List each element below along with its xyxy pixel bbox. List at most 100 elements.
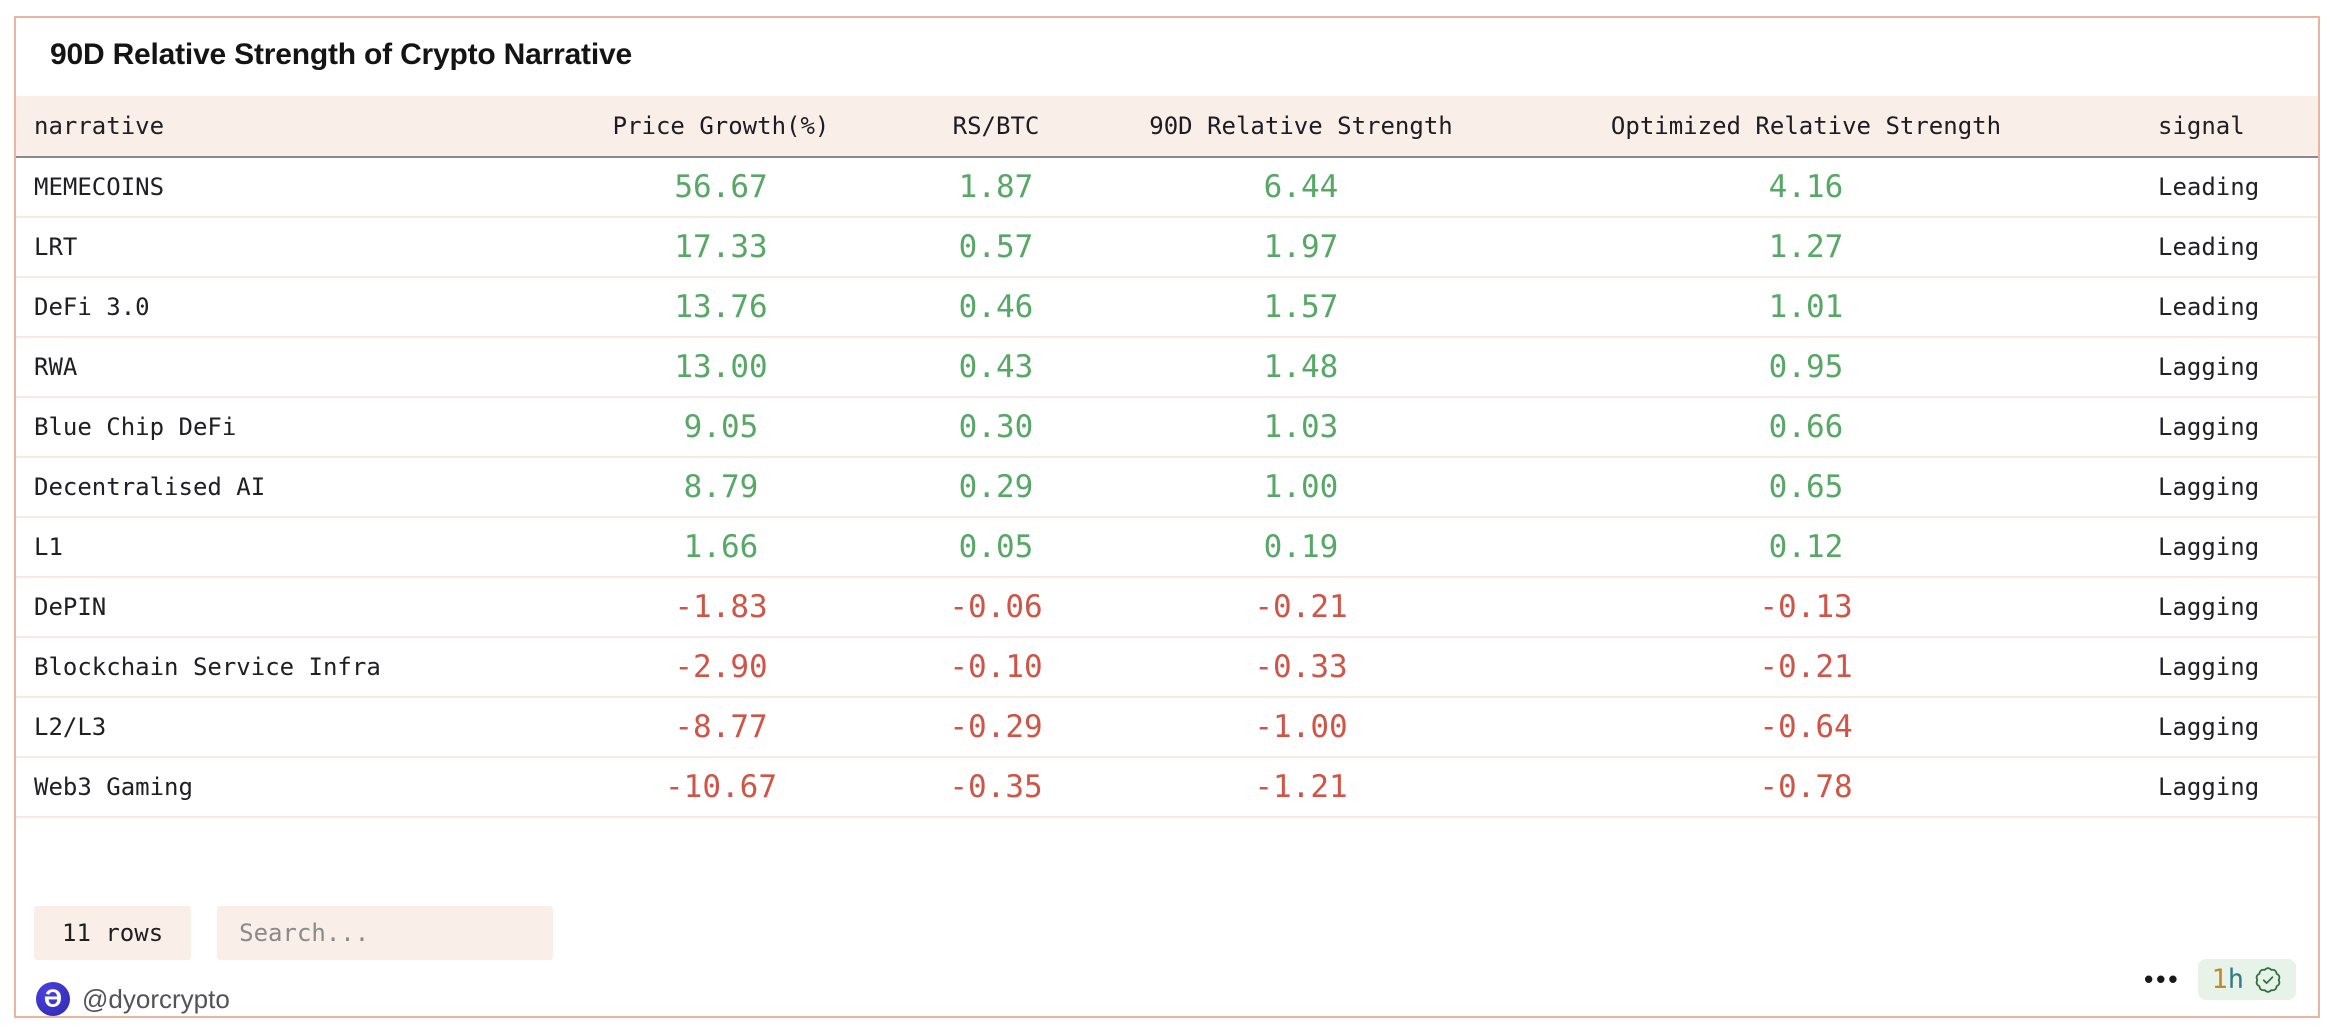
table-row[interactable]: Decentralised AI 8.79 0.29 1.00 0.65 Lag… [16, 457, 2318, 517]
rs-btc-cell: -0.06 [949, 589, 1043, 625]
table-row[interactable]: Web3 Gaming -10.67 -0.35 -1.21 -0.78 Lag… [16, 757, 2318, 817]
rs-90d-cell: -1.00 [1254, 709, 1348, 745]
optimized-rs-cell: 1.01 [1768, 289, 1844, 325]
account-row[interactable]: Ə @dyorcrypto [36, 982, 230, 1016]
col-header-narrative[interactable]: narrative [34, 112, 165, 140]
widget-card: 90D Relative Strength of Crypto Narrativ… [14, 16, 2320, 1018]
signal-cell: Leading [2158, 173, 2260, 201]
col-header-price-growth[interactable]: Price Growth(%) [612, 112, 830, 140]
signal-cell: Lagging [2158, 773, 2260, 801]
timestamp-badge[interactable]: 1h [2198, 959, 2296, 1000]
signal-cell: Lagging [2158, 413, 2260, 441]
optimized-rs-cell: 0.66 [1768, 409, 1844, 445]
optimized-rs-cell: -0.78 [1759, 769, 1853, 805]
table-row[interactable]: Blockchain Service Infra -2.90 -0.10 -0.… [16, 637, 2318, 697]
rs-90d-cell: 1.00 [1263, 469, 1339, 505]
optimized-rs-cell: 0.65 [1768, 469, 1844, 505]
rs-90d-cell: 1.03 [1263, 409, 1339, 445]
narrative-cell: RWA [34, 353, 78, 381]
table-header-row: narrative Price Growth(%) RS/BTC 90D Rel… [16, 96, 2318, 157]
price-growth-cell: 13.00 [674, 349, 768, 385]
rs-btc-cell: 0.05 [958, 529, 1034, 565]
narrative-cell: Decentralised AI [34, 473, 266, 501]
table-controls: 11 rows [34, 906, 2318, 960]
table-row[interactable]: L2/L3 -8.77 -0.29 -1.00 -0.64 Lagging [16, 697, 2318, 757]
narrative-cell: LRT [34, 233, 78, 261]
col-header-optimized-rs[interactable]: Optimized Relative Strength [1610, 112, 2002, 140]
price-growth-cell: 56.67 [674, 169, 768, 205]
table-row[interactable]: L1 1.66 0.05 0.19 0.12 Lagging [16, 517, 2318, 577]
rs-90d-cell: 1.97 [1263, 229, 1339, 265]
rs-btc-cell: 0.30 [958, 409, 1034, 445]
price-growth-cell: -10.67 [665, 769, 777, 805]
rs-90d-cell: 1.57 [1263, 289, 1339, 325]
account-handle: @dyorcrypto [82, 983, 230, 1014]
corner-controls: ••• 1h [2144, 959, 2296, 1000]
narrative-cell: DeFi 3.0 [34, 293, 150, 321]
optimized-rs-cell: -0.13 [1759, 589, 1853, 625]
rs-90d-cell: 0.19 [1263, 529, 1339, 565]
optimized-rs-cell: 0.12 [1768, 529, 1844, 565]
table-row[interactable]: MEMECOINS 56.67 1.87 6.44 4.16 Leading [16, 157, 2318, 217]
page-title: 90D Relative Strength of Crypto Narrativ… [50, 38, 632, 71]
signal-cell: Lagging [2158, 473, 2260, 501]
rs-btc-cell: 0.46 [958, 289, 1034, 325]
rs-btc-cell: 0.57 [958, 229, 1034, 265]
rs-btc-cell: -0.10 [949, 649, 1043, 685]
price-growth-cell: -8.77 [674, 709, 768, 745]
timestamp-value: 1 [2211, 964, 2228, 995]
rs-btc-cell: 1.87 [958, 169, 1034, 205]
timestamp-unit: h [2227, 964, 2244, 995]
table-row[interactable]: DeFi 3.0 13.76 0.46 1.57 1.01 Leading [16, 277, 2318, 337]
optimized-rs-cell: -0.64 [1759, 709, 1853, 745]
signal-cell: Lagging [2158, 713, 2260, 741]
optimized-rs-cell: -0.21 [1759, 649, 1853, 685]
signal-cell: Lagging [2158, 353, 2260, 381]
optimized-rs-cell: 0.95 [1768, 349, 1844, 385]
narrative-cell: DePIN [34, 593, 107, 621]
signal-cell: Lagging [2158, 533, 2260, 561]
price-growth-cell: 9.05 [683, 409, 759, 445]
rs-90d-cell: -0.33 [1254, 649, 1348, 685]
table-row[interactable]: LRT 17.33 0.57 1.97 1.27 Leading [16, 217, 2318, 277]
col-header-signal[interactable]: signal [2158, 112, 2245, 140]
table-row[interactable]: Blue Chip DeFi 9.05 0.30 1.03 0.66 Laggi… [16, 397, 2318, 457]
col-header-rs-btc[interactable]: RS/BTC [952, 112, 1040, 140]
signal-cell: Leading [2158, 233, 2260, 261]
rs-btc-cell: -0.29 [949, 709, 1043, 745]
table-row[interactable]: RWA 13.00 0.43 1.48 0.95 Lagging [16, 337, 2318, 397]
rs-btc-cell: -0.35 [949, 769, 1043, 805]
table-row[interactable]: DePIN -1.83 -0.06 -0.21 -0.13 Lagging [16, 577, 2318, 637]
narrative-cell: MEMECOINS [34, 173, 165, 201]
price-growth-cell: 8.79 [683, 469, 759, 505]
narrative-cell: L2/L3 [34, 713, 107, 741]
rs-90d-cell: 1.48 [1263, 349, 1339, 385]
price-growth-cell: -1.83 [674, 589, 768, 625]
price-growth-cell: 17.33 [674, 229, 768, 265]
verified-seal-icon [2255, 966, 2281, 993]
price-growth-cell: 1.66 [683, 529, 759, 565]
price-growth-cell: -2.90 [674, 649, 768, 685]
rs-btc-cell: 0.29 [958, 469, 1034, 505]
timestamp-text: 1h [2211, 964, 2244, 995]
optimized-rs-cell: 4.16 [1768, 169, 1844, 205]
search-input[interactable] [217, 906, 554, 960]
rows-count-chip[interactable]: 11 rows [34, 906, 192, 960]
rs-btc-cell: 0.43 [958, 349, 1034, 385]
signal-cell: Lagging [2158, 593, 2260, 621]
rs-90d-cell: 6.44 [1263, 169, 1339, 205]
table-body: MEMECOINS 56.67 1.87 6.44 4.16 Leading L… [16, 157, 2318, 817]
logo-glyph: Ə [43, 984, 63, 1013]
signal-cell: Leading [2158, 293, 2260, 321]
price-growth-cell: 13.76 [674, 289, 768, 325]
narrative-cell: L1 [34, 533, 63, 561]
narrative-cell: Blue Chip DeFi [34, 413, 237, 441]
more-options-button[interactable]: ••• [2144, 964, 2181, 994]
dyor-logo-icon: Ə [36, 982, 70, 1016]
narrative-cell: Blockchain Service Infra [34, 653, 381, 681]
narrative-cell: Web3 Gaming [34, 773, 193, 801]
optimized-rs-cell: 1.27 [1768, 229, 1844, 265]
col-header-rs-90d[interactable]: 90D Relative Strength [1149, 112, 1453, 140]
rs-90d-cell: -1.21 [1254, 769, 1348, 805]
narrative-table: narrative Price Growth(%) RS/BTC 90D Rel… [16, 96, 2318, 818]
